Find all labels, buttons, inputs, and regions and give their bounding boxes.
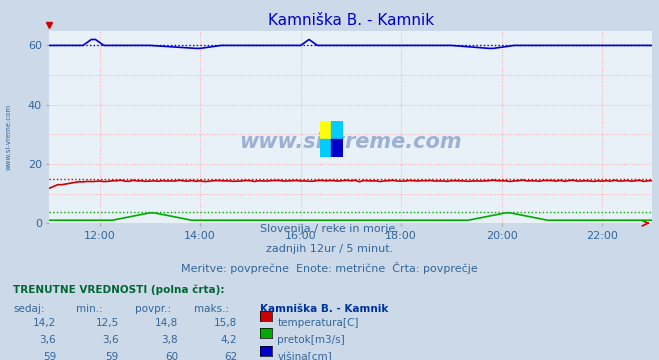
Text: 62: 62 bbox=[224, 352, 237, 360]
Text: 4,2: 4,2 bbox=[221, 335, 237, 345]
Text: sedaj:: sedaj: bbox=[13, 304, 45, 314]
Text: 14,2: 14,2 bbox=[33, 318, 56, 328]
Text: pretok[m3/s]: pretok[m3/s] bbox=[277, 335, 345, 345]
Text: Slovenija / reke in morje.: Slovenija / reke in morje. bbox=[260, 224, 399, 234]
Text: 3,6: 3,6 bbox=[102, 335, 119, 345]
Text: 3,6: 3,6 bbox=[40, 335, 56, 345]
Text: 12,5: 12,5 bbox=[96, 318, 119, 328]
Text: www.si-vreme.com: www.si-vreme.com bbox=[5, 104, 11, 170]
Text: 59: 59 bbox=[43, 352, 56, 360]
Bar bbox=[331, 121, 343, 139]
Text: TRENUTNE VREDNOSTI (polna črta):: TRENUTNE VREDNOSTI (polna črta): bbox=[13, 284, 225, 295]
Bar bbox=[320, 121, 331, 139]
Bar bbox=[331, 139, 343, 157]
Text: višina[cm]: višina[cm] bbox=[277, 352, 332, 360]
Text: 14,8: 14,8 bbox=[155, 318, 178, 328]
Text: maks.:: maks.: bbox=[194, 304, 229, 314]
Title: Kamniška B. - Kamnik: Kamniška B. - Kamnik bbox=[268, 13, 434, 28]
Text: 59: 59 bbox=[105, 352, 119, 360]
Text: www.si-vreme.com: www.si-vreme.com bbox=[240, 132, 462, 152]
Text: povpr.:: povpr.: bbox=[135, 304, 171, 314]
Text: 15,8: 15,8 bbox=[214, 318, 237, 328]
Text: 60: 60 bbox=[165, 352, 178, 360]
Text: Meritve: povprečne  Enote: metrične  Črta: povprečje: Meritve: povprečne Enote: metrične Črta:… bbox=[181, 262, 478, 274]
Text: Kamniška B. - Kamnik: Kamniška B. - Kamnik bbox=[260, 304, 389, 314]
Text: min.:: min.: bbox=[76, 304, 103, 314]
Bar bbox=[320, 139, 331, 157]
Text: temperatura[C]: temperatura[C] bbox=[277, 318, 359, 328]
Text: zadnjih 12ur / 5 minut.: zadnjih 12ur / 5 minut. bbox=[266, 244, 393, 254]
Text: 3,8: 3,8 bbox=[161, 335, 178, 345]
